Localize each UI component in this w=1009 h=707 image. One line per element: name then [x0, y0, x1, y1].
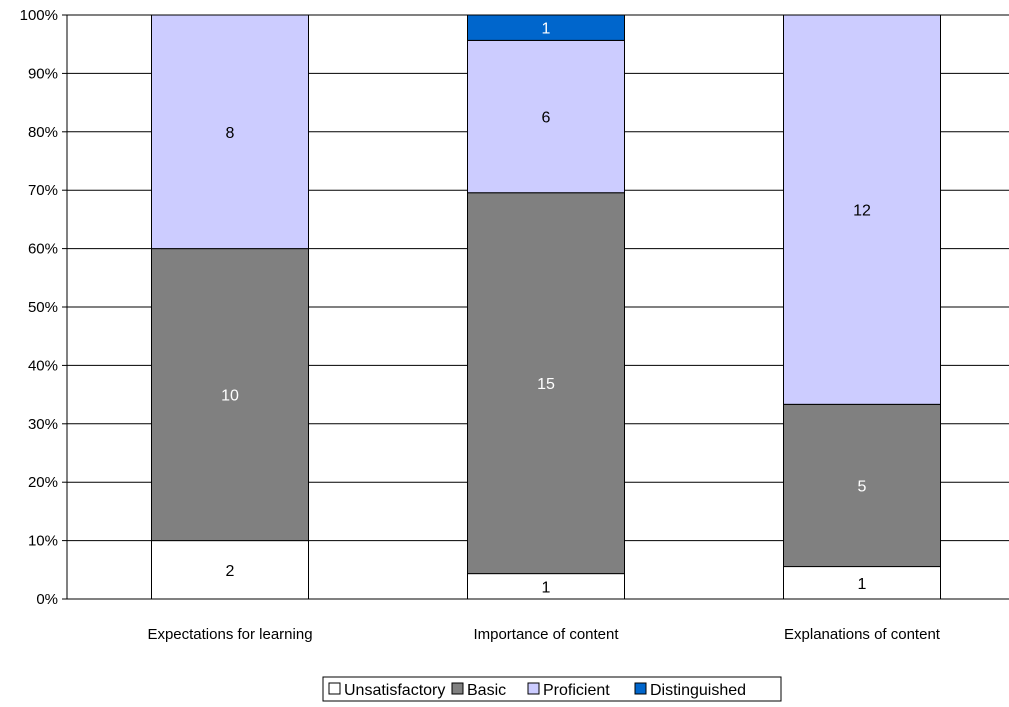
legend-label: Basic: [467, 682, 506, 699]
data-label: 1: [542, 579, 551, 596]
y-tick-label: 80%: [28, 124, 58, 141]
x-category-label: Explanations of content: [784, 626, 941, 643]
bar-segment-distinguished: [467, 14, 625, 41]
x-category-label: Expectations for learning: [147, 626, 312, 643]
y-tick-label: 70%: [28, 182, 58, 199]
legend-box: [322, 676, 782, 702]
data-label: 2: [226, 563, 235, 580]
legend-label: Distinguished: [650, 682, 746, 699]
y-tick-label: 10%: [28, 533, 58, 550]
bar-segment-proficient: [467, 39, 625, 194]
x-axis-category-labels: Expectations for learning Importance of c…: [147, 626, 940, 643]
y-tick-label: 20%: [28, 474, 58, 491]
data-label: 1: [542, 21, 551, 38]
legend-label: Unsatisfactory: [344, 682, 445, 699]
legend-swatch-proficient: [527, 682, 540, 695]
legend-swatch-unsatisfactory: [328, 682, 341, 695]
data-label: 15: [537, 376, 555, 393]
axes: [62, 14, 68, 600]
y-tick-label: 60%: [28, 241, 58, 258]
bar-segment-basic: [467, 192, 625, 575]
data-label: 6: [542, 110, 551, 127]
y-tick-label: 100%: [20, 7, 58, 24]
legend-swatch-distinguished: [634, 682, 647, 695]
bar-segment-proficient: [783, 14, 941, 405]
data-label: 1: [858, 576, 867, 593]
legend-swatch-basic: [451, 682, 464, 695]
data-label: 5: [858, 478, 867, 495]
legend-label: Proficient: [543, 682, 610, 699]
bar-segment-basic: [151, 248, 309, 542]
y-axis-tick-labels: 0% 10% 20% 30% 40% 50% 60% 70% 80% 90% 100%: [20, 7, 58, 608]
bar-segment-unsatisfactory: [151, 540, 309, 600]
bar-segment-basic: [783, 403, 941, 568]
x-category-label: Importance of content: [473, 626, 619, 643]
bar-segment-unsatisfactory: [467, 573, 625, 600]
bar-segment-proficient: [151, 14, 309, 250]
legend: Unsatisfactory Basic Proficient Distinguish…: [322, 676, 782, 702]
y-tick-label: 90%: [28, 65, 58, 82]
y-tick-label: 0%: [36, 591, 58, 608]
y-tick-label: 40%: [28, 357, 58, 374]
data-label: 12: [853, 203, 871, 220]
data-label: 8: [226, 125, 235, 142]
data-label: 10: [221, 388, 239, 405]
y-tick-label: 30%: [28, 416, 58, 433]
y-tick-label: 50%: [28, 299, 58, 316]
